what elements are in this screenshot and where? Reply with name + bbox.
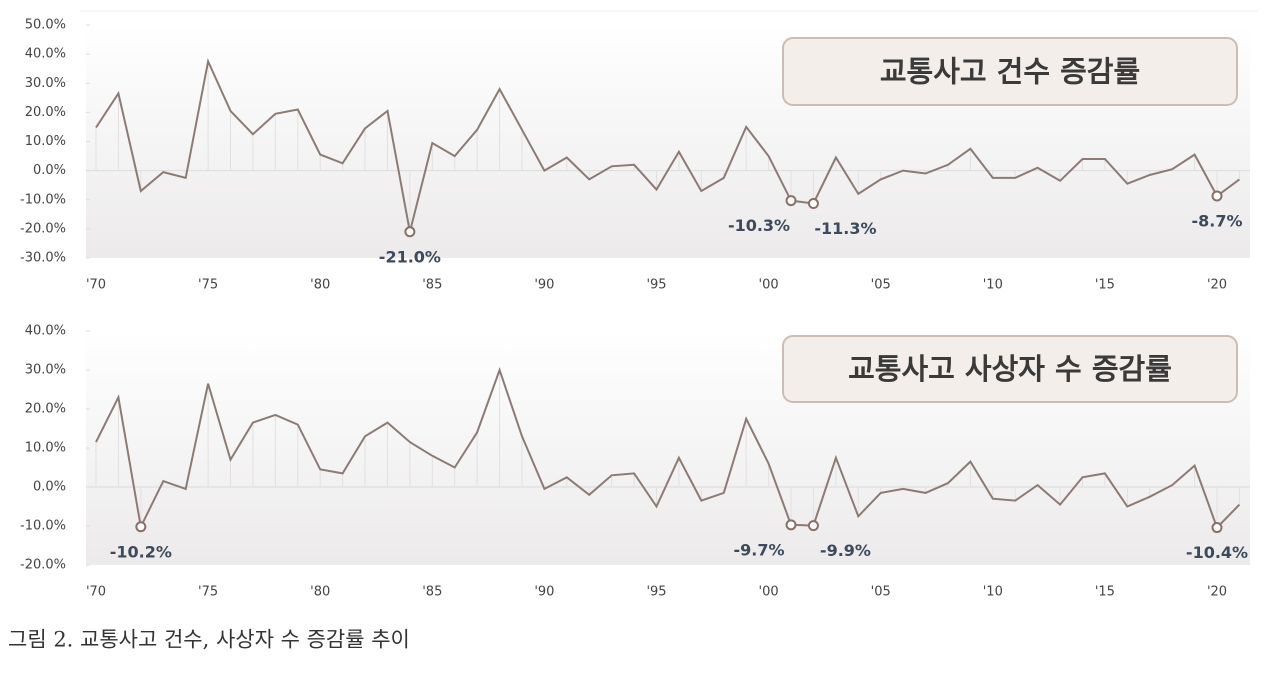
title-box (782, 37, 1238, 106)
y-tick-label: -10.0% (20, 192, 66, 207)
y-tick-label: 0.0% (33, 163, 66, 178)
x-tick-label: '05 (871, 278, 891, 293)
y-tick-label: 30.0% (25, 76, 66, 91)
x-tick-label: '70 (86, 278, 106, 293)
x-tick-label: '95 (646, 585, 666, 600)
value-label: -8.7% (1191, 211, 1242, 230)
x-tick-label: '85 (422, 278, 442, 293)
data-line (95, 366, 1241, 531)
point-marker (785, 195, 797, 207)
x-tick-label: '75 (198, 585, 218, 600)
y-tick-label: -30.0% (20, 251, 66, 266)
point-marker (807, 520, 819, 532)
value-label: -9.7% (734, 540, 785, 559)
x-tick-label: '75 (198, 278, 218, 293)
y-tick-label: 40.0% (25, 324, 66, 339)
point-marker (807, 198, 819, 210)
y-tick-label: 10.0% (25, 134, 66, 149)
x-tick-label: '15 (1095, 278, 1115, 293)
title-box (782, 335, 1238, 403)
x-tick-label: '20 (1207, 278, 1227, 293)
point-marker (404, 226, 416, 238)
y-tick-label: 20.0% (25, 105, 66, 120)
x-tick-label: '80 (310, 278, 330, 293)
value-label: -10.2% (110, 542, 172, 561)
x-tick-label: '00 (759, 278, 779, 293)
x-tick-label: '85 (422, 585, 442, 600)
point-marker (785, 519, 797, 531)
value-label: -9.9% (820, 541, 871, 560)
y-tick-label: 50.0% (25, 18, 66, 33)
point-marker (135, 521, 147, 533)
y-tick-label: -20.0% (20, 221, 66, 236)
x-tick-label: '15 (1095, 585, 1115, 600)
y-tick-label: -20.0% (20, 558, 66, 573)
x-tick-label: '05 (871, 585, 891, 600)
x-tick-label: '20 (1207, 585, 1227, 600)
caption: 그림 2. 교통사고 건수, 사상자 수 증감률 추이 (8, 628, 410, 652)
y-tick-label: 0.0% (33, 480, 66, 495)
x-tick-label: '95 (646, 278, 666, 293)
value-label: -11.3% (814, 219, 876, 238)
point-marker (1211, 522, 1223, 534)
y-tick-label: 30.0% (25, 363, 66, 378)
y-tick-label: 20.0% (25, 402, 66, 417)
x-tick-label: '10 (983, 278, 1003, 293)
point-marker (1211, 190, 1223, 202)
value-label: -10.4% (1186, 543, 1248, 562)
x-tick-label: '90 (534, 278, 554, 293)
y-tick-label: 40.0% (25, 47, 66, 62)
data-line (95, 58, 1240, 233)
y-tick-label: -10.0% (20, 519, 66, 534)
chart-title: 교통사고 건수 증감률 (880, 55, 1140, 89)
x-tick-label: '70 (86, 585, 106, 600)
y-tick-label: 10.0% (25, 441, 66, 456)
x-tick-label: '90 (534, 585, 554, 600)
x-tick-label: '00 (759, 585, 779, 600)
value-label: -21.0% (379, 247, 441, 266)
chart-title: 교통사고 사상자 수 증감률 (848, 352, 1172, 386)
value-label: -10.3% (728, 216, 790, 235)
x-tick-label: '10 (983, 585, 1003, 600)
x-tick-label: '80 (310, 585, 330, 600)
